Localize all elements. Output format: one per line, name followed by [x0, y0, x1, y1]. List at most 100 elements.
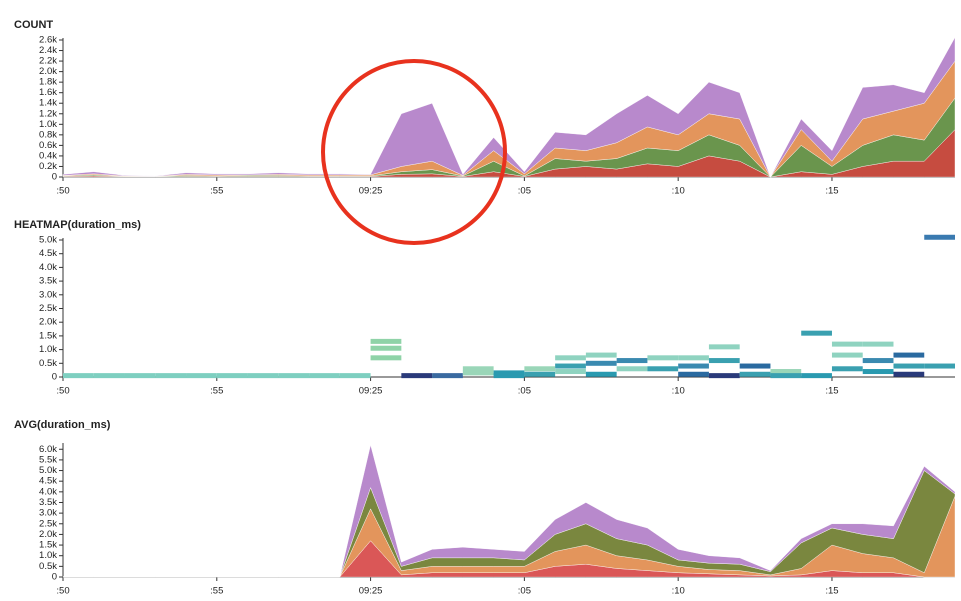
heatmap-cell [616, 358, 648, 364]
heatmap-cell [493, 370, 525, 376]
y-tick-label: 2.0k [39, 317, 57, 328]
heatmap-cell [647, 355, 679, 361]
heatmap-cell [432, 373, 463, 379]
x-tick-label: :55 [210, 186, 223, 197]
y-tick-label: 0 [52, 572, 57, 583]
heatmap-cell [93, 373, 125, 379]
heatmap-cell [555, 355, 586, 361]
x-tick-label: 09:25 [359, 386, 383, 397]
y-tick-label: 4.5k [39, 248, 57, 259]
heatmap-cell [770, 373, 802, 379]
heatmap-cell [831, 352, 863, 358]
y-tick-label: 4.0k [39, 486, 57, 497]
heatmap-cell [708, 373, 740, 379]
heatmap-cell [678, 371, 709, 377]
heatmap-cell [524, 371, 556, 377]
heatmap-cell [678, 355, 709, 361]
heatmap-cell [801, 330, 832, 336]
y-tick-label: 3.5k [39, 276, 57, 287]
highlight-circle [321, 59, 507, 245]
heatmap-cell [401, 373, 433, 379]
y-tick-label: 2.2k [39, 56, 57, 67]
heatmap-cell [124, 373, 156, 379]
heatmap-cell [309, 373, 340, 379]
heatmap-cell [831, 341, 863, 347]
heatmap-cell [186, 373, 217, 379]
heatmap-cell [893, 363, 925, 369]
heatmap-cell [462, 370, 494, 376]
x-tick-label: :55 [210, 386, 223, 397]
heatmap-cell [216, 373, 248, 379]
y-tick-label: 4.0k [39, 262, 57, 273]
x-tick-label: :55 [210, 586, 223, 597]
heatmap-cell [278, 373, 310, 379]
heatmap-cell [739, 363, 771, 369]
heatmap-cell [708, 344, 740, 350]
y-tick-label: 0.6k [39, 140, 57, 151]
area [62, 36, 956, 178]
heatmap-cell [678, 363, 709, 369]
heatmap-cell [831, 366, 863, 372]
heatmap-cell [524, 366, 556, 372]
y-tick-label: 3.5k [39, 497, 57, 508]
chart-title: AVG(duration_ms) [14, 419, 111, 431]
heatmap-cell [585, 360, 617, 366]
heatmap-cell [339, 373, 371, 379]
x-tick-label: :10 [672, 386, 685, 397]
heatmap-cell [370, 345, 402, 351]
y-tick-label: 4.5k [39, 476, 57, 487]
x-tick-label: :50 [56, 386, 69, 397]
heatmap-cell [493, 373, 525, 379]
heatmap-cell [739, 371, 771, 377]
y-tick-label: 5.0k [39, 235, 57, 246]
heatmap-cell [924, 234, 955, 240]
y-tick-label: 2.0k [39, 529, 57, 540]
y-tick-label: 2.4k [39, 45, 57, 56]
x-tick-label: 09:25 [359, 586, 383, 597]
heatmap-cell [801, 373, 832, 379]
y-tick-label: 0 [52, 172, 57, 183]
x-tick-label: :10 [672, 586, 685, 597]
heatmap-cell [708, 358, 740, 364]
y-tick-label: 2.6k [39, 35, 57, 46]
heatmap-cell [647, 366, 679, 372]
heatmap-cell [893, 371, 925, 377]
heatmap-cell [616, 366, 648, 372]
heatmap-cell [893, 352, 925, 358]
chart-title: HEATMAP(duration_ms) [14, 219, 141, 231]
y-tick-label: 1.0k [39, 119, 57, 130]
y-tick-label: 1.5k [39, 330, 57, 341]
y-tick-label: 0.5k [39, 561, 57, 572]
y-tick-label: 0.4k [39, 150, 57, 161]
x-tick-label: :15 [825, 186, 838, 197]
y-tick-label: 3.0k [39, 289, 57, 300]
y-tick-label: 1.6k [39, 87, 57, 98]
y-tick-label: 2.5k [39, 518, 57, 529]
heatmap-cell [862, 358, 894, 364]
heatmap-cell [462, 366, 494, 372]
charts: 00.2k0.4k0.6k0.8k1.0k1.2k1.4k1.6k1.8k2.0… [39, 35, 956, 597]
y-tick-label: 5.5k [39, 454, 57, 465]
x-tick-label: :05 [518, 586, 531, 597]
y-tick-label: 0.8k [39, 129, 57, 140]
heatmap-cell [370, 355, 402, 361]
x-tick-label: :05 [518, 186, 531, 197]
x-tick-label: :10 [672, 186, 685, 197]
heatmap-cell [585, 371, 617, 377]
heatmap-cell [585, 352, 617, 358]
y-tick-label: 1.8k [39, 77, 57, 88]
heatmap-cell [862, 341, 894, 347]
heatmap-cell [924, 363, 955, 369]
x-tick-label: :50 [56, 586, 69, 597]
heatmap-cell [555, 363, 586, 369]
heatmap-cell [862, 369, 894, 375]
y-tick-label: 2.0k [39, 66, 57, 77]
y-tick-label: 1.4k [39, 98, 57, 109]
heatmap-cell [555, 369, 586, 375]
chart-title: COUNT [14, 19, 53, 31]
heatmap-cell [155, 373, 187, 379]
y-tick-label: 0.5k [39, 358, 57, 369]
y-tick-label: 1.0k [39, 550, 57, 561]
x-tick-label: 09:25 [359, 186, 383, 197]
